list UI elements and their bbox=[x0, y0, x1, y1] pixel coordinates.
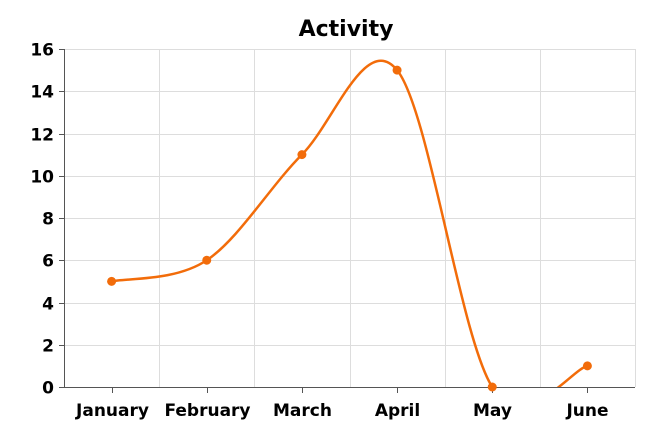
y-tick-label: 8 bbox=[42, 210, 54, 230]
data-point bbox=[297, 150, 307, 160]
x-tick-label: May bbox=[473, 401, 512, 421]
x-tick-label: April bbox=[375, 401, 420, 421]
x-tick-label: June bbox=[565, 401, 608, 421]
y-tick-label: 16 bbox=[30, 41, 54, 61]
y-tick-label: 10 bbox=[30, 168, 54, 188]
label-layer: 0 2 4 6 8 10 12 14 16 January February March April Ma… bbox=[30, 41, 608, 422]
grid-layer bbox=[64, 49, 636, 387]
series-layer bbox=[107, 59, 592, 392]
y-tick-label: 2 bbox=[42, 337, 54, 357]
y-tick-label: 0 bbox=[42, 379, 54, 399]
data-point bbox=[107, 276, 117, 286]
data-point bbox=[487, 382, 497, 392]
y-tick-label: 4 bbox=[42, 295, 54, 315]
data-point bbox=[392, 65, 402, 75]
y-tick-label: 6 bbox=[42, 252, 54, 272]
axis-layer bbox=[59, 49, 635, 393]
x-tick-label: March bbox=[273, 401, 332, 421]
x-tick-label: January bbox=[75, 401, 149, 421]
x-tick-label: February bbox=[164, 401, 250, 421]
data-point bbox=[202, 255, 212, 265]
y-tick-label: 12 bbox=[30, 126, 54, 146]
chart-title: Activity bbox=[299, 17, 394, 42]
data-point bbox=[582, 361, 592, 371]
series-line bbox=[111, 59, 588, 387]
y-tick-label: 14 bbox=[30, 83, 54, 103]
